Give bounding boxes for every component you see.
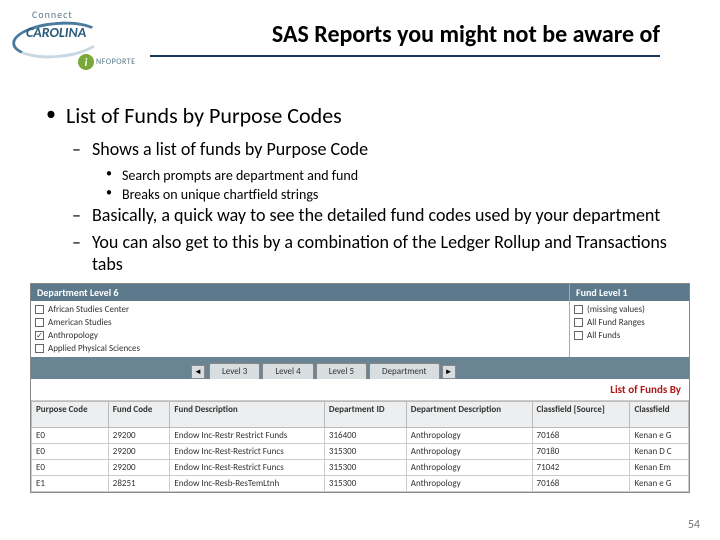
table-cell: 316400: [324, 428, 406, 444]
table-cell: 315300: [324, 476, 406, 492]
table-cell: E0: [32, 444, 109, 460]
bullet-level-3: Search prompts are department and fund: [40, 167, 680, 184]
table-cell: Anthropology: [406, 460, 532, 476]
filter-item[interactable]: African Studies Center: [35, 303, 565, 316]
logo-carolina-text: CAROLINA: [26, 24, 86, 41]
bullet-level-2: Shows a list of funds by Purpose Code: [40, 139, 680, 161]
table-row: E029200Endow Inc-Rest-Restrict Funcs3153…: [32, 444, 689, 460]
report-title: List of Funds By: [31, 379, 689, 401]
table-cell: E0: [32, 460, 109, 476]
table-header-row: Purpose Code Fund Code Fund Description …: [32, 402, 689, 428]
info-icon: i: [78, 54, 94, 70]
tab-level-5[interactable]: Level 5: [316, 363, 367, 379]
filter-item[interactable]: Applied Physical Sciences: [35, 342, 565, 355]
checkbox-icon[interactable]: [35, 318, 44, 327]
filter-label: All Fund Ranges: [587, 317, 645, 328]
table-cell: 70180: [532, 444, 630, 460]
table-cell: 28251: [108, 476, 170, 492]
logo: Connect CAROLINA i NFOPORTE: [10, 6, 170, 76]
filter-label: All Funds: [587, 330, 620, 341]
filter-header-left: Department Level 6: [31, 284, 569, 301]
data-table: Purpose Code Fund Code Fund Description …: [31, 401, 689, 492]
table-cell: 29200: [108, 428, 170, 444]
table-cell: Endow Inc-Rest-Restrict Funcs: [170, 460, 325, 476]
filter-label: American Studies: [48, 317, 112, 328]
table-cell: Anthropology: [406, 428, 532, 444]
checkbox-icon[interactable]: ✓: [35, 331, 44, 340]
col-dept-id: Department ID: [324, 402, 406, 428]
checkbox-icon[interactable]: [574, 318, 583, 327]
table-cell: 70168: [532, 476, 630, 492]
table-cell: Anthropology: [406, 444, 532, 460]
table-cell: Anthropology: [406, 476, 532, 492]
filter-item[interactable]: (missing values): [574, 303, 685, 316]
logo-connect-text: Connect: [32, 8, 73, 21]
embedded-screenshot: Department Level 6 African Studies Cente…: [30, 283, 690, 493]
logo-infoporte: i NFOPORTE: [78, 54, 136, 70]
filter-label: (missing values): [587, 304, 645, 315]
col-purpose-code: Purpose Code: [32, 402, 109, 428]
tab-bar: ◄ Level 3 Level 4 Level 5 Department ►: [31, 357, 689, 379]
table-row: E029200Endow Inc-Restr Restrict Funds316…: [32, 428, 689, 444]
filter-panel-left: Department Level 6 African Studies Cente…: [31, 284, 569, 357]
table-cell: Kenan e G: [630, 476, 689, 492]
logo-info-text: NFOPORTE: [96, 57, 136, 67]
table-cell: 29200: [108, 460, 170, 476]
col-classfield: Classfield: [630, 402, 689, 428]
col-classfield-source: Classfield [Source]: [532, 402, 630, 428]
tab-scroll-left[interactable]: ◄: [191, 365, 205, 379]
filter-label: African Studies Center: [48, 304, 129, 315]
filter-header-right: Fund Level 1: [570, 284, 689, 301]
checkbox-icon[interactable]: [574, 331, 583, 340]
bullet-level-2: Basically, a quick way to see the detail…: [40, 205, 680, 227]
table-cell: 315300: [324, 444, 406, 460]
slide-content: List of Funds by Purpose Codes Shows a l…: [0, 72, 720, 275]
title-underline: [150, 55, 660, 57]
table-cell: 70168: [532, 428, 630, 444]
table-cell: E0: [32, 428, 109, 444]
bullet-level-2: You can also get to this by a combinatio…: [40, 232, 680, 275]
filter-label: Anthropology: [48, 330, 98, 341]
table-cell: Kenan e G: [630, 428, 689, 444]
filter-label: Applied Physical Sciences: [48, 343, 140, 354]
checkbox-icon[interactable]: [35, 344, 44, 353]
filter-item[interactable]: American Studies: [35, 316, 565, 329]
tab-department[interactable]: Department: [369, 363, 440, 379]
tab-level-3[interactable]: Level 3: [209, 363, 260, 379]
table-row: E029200Endow Inc-Rest-Restrict Funcs3153…: [32, 460, 689, 476]
filter-panel-right: Fund Level 1 (missing values) All Fund R…: [569, 284, 689, 357]
col-dept-desc: Department Description: [406, 402, 532, 428]
filter-item[interactable]: All Fund Ranges: [574, 316, 685, 329]
bullet-level-1: List of Funds by Purpose Codes: [40, 102, 680, 129]
checkbox-icon[interactable]: [574, 305, 583, 314]
col-fund-desc: Fund Description: [170, 402, 325, 428]
table-cell: Kenan Em: [630, 460, 689, 476]
table-cell: Endow Inc-Resb-ResTemLtnh: [170, 476, 325, 492]
table-cell: 29200: [108, 444, 170, 460]
page-number: 54: [688, 518, 700, 532]
tab-level-4[interactable]: Level 4: [262, 363, 313, 379]
table-cell: Kenan D C: [630, 444, 689, 460]
bullet-level-3: Breaks on unique chartfield strings: [40, 186, 680, 203]
filter-item[interactable]: ✓ Anthropology: [35, 329, 565, 342]
table-row: E128251Endow Inc-Resb-ResTemLtnh315300An…: [32, 476, 689, 492]
table-cell: Endow Inc-Rest-Restrict Funcs: [170, 444, 325, 460]
table-cell: Endow Inc-Restr Restrict Funds: [170, 428, 325, 444]
table-cell: E1: [32, 476, 109, 492]
tab-scroll-right[interactable]: ►: [442, 365, 456, 379]
table-cell: 71042: [532, 460, 630, 476]
table-cell: 315300: [324, 460, 406, 476]
filter-item[interactable]: All Funds: [574, 329, 685, 342]
checkbox-icon[interactable]: [35, 305, 44, 314]
col-fund-code: Fund Code: [108, 402, 170, 428]
